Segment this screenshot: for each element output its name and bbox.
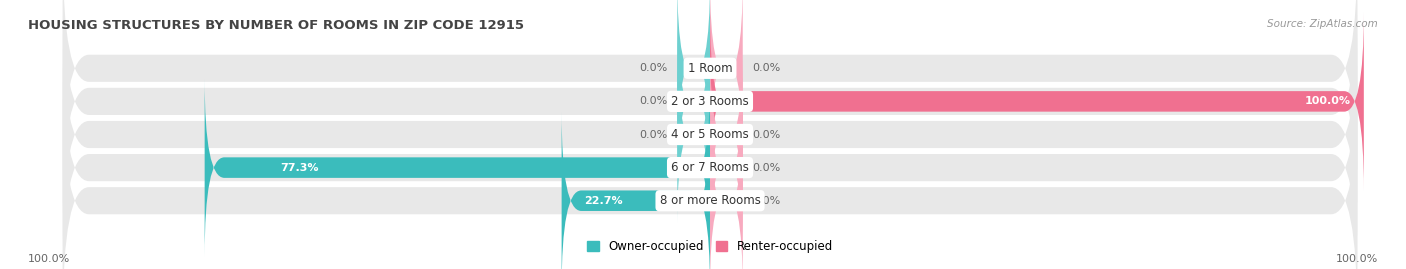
Legend: Owner-occupied, Renter-occupied: Owner-occupied, Renter-occupied: [582, 235, 838, 258]
Text: 0.0%: 0.0%: [640, 63, 668, 73]
Text: 8 or more Rooms: 8 or more Rooms: [659, 194, 761, 207]
Text: HOUSING STRUCTURES BY NUMBER OF ROOMS IN ZIP CODE 12915: HOUSING STRUCTURES BY NUMBER OF ROOMS IN…: [28, 19, 524, 32]
FancyBboxPatch shape: [710, 12, 1364, 190]
Text: 0.0%: 0.0%: [752, 162, 780, 173]
FancyBboxPatch shape: [63, 0, 1357, 220]
FancyBboxPatch shape: [710, 45, 742, 224]
FancyBboxPatch shape: [205, 79, 710, 257]
Text: 6 or 7 Rooms: 6 or 7 Rooms: [671, 161, 749, 174]
Text: 0.0%: 0.0%: [640, 96, 668, 107]
Text: Source: ZipAtlas.com: Source: ZipAtlas.com: [1267, 19, 1378, 29]
FancyBboxPatch shape: [678, 12, 710, 190]
Text: 0.0%: 0.0%: [752, 129, 780, 140]
Text: 100.0%: 100.0%: [1336, 254, 1378, 264]
Text: 100.0%: 100.0%: [28, 254, 70, 264]
Text: 100.0%: 100.0%: [1305, 96, 1351, 107]
FancyBboxPatch shape: [678, 45, 710, 224]
Text: 0.0%: 0.0%: [752, 63, 780, 73]
FancyBboxPatch shape: [63, 0, 1357, 187]
FancyBboxPatch shape: [710, 79, 742, 257]
FancyBboxPatch shape: [63, 49, 1357, 269]
FancyBboxPatch shape: [710, 112, 742, 269]
Text: 77.3%: 77.3%: [280, 162, 319, 173]
FancyBboxPatch shape: [63, 16, 1357, 253]
FancyBboxPatch shape: [710, 0, 742, 157]
FancyBboxPatch shape: [63, 82, 1357, 269]
FancyBboxPatch shape: [678, 0, 710, 157]
Text: 2 or 3 Rooms: 2 or 3 Rooms: [671, 95, 749, 108]
Text: 22.7%: 22.7%: [583, 196, 623, 206]
FancyBboxPatch shape: [561, 112, 710, 269]
Text: 0.0%: 0.0%: [752, 196, 780, 206]
Text: 1 Room: 1 Room: [688, 62, 733, 75]
Text: 0.0%: 0.0%: [640, 129, 668, 140]
Text: 4 or 5 Rooms: 4 or 5 Rooms: [671, 128, 749, 141]
